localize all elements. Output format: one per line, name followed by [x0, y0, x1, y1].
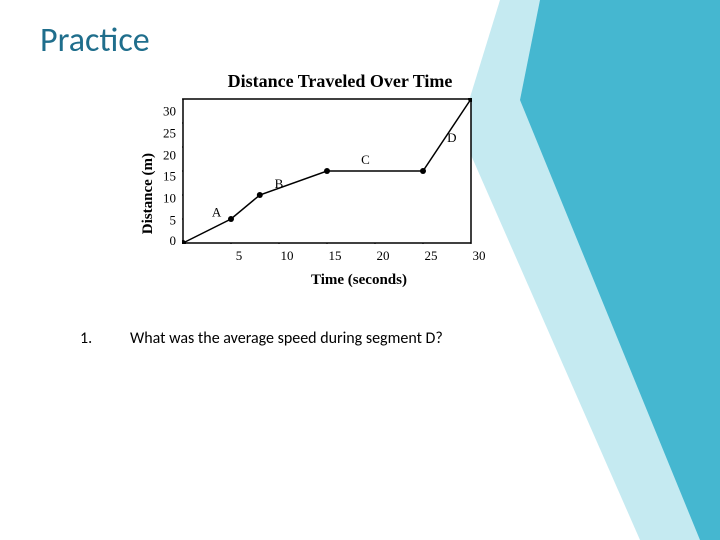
y-ticks: 302520151050 — [163, 98, 176, 242]
segment-label: B — [275, 176, 284, 191]
x-tick-label: 20 — [359, 248, 407, 264]
x-tick-label: 30 — [455, 248, 503, 264]
question-row: 1. What was the average speed during seg… — [80, 329, 680, 348]
chart-title: Distance Traveled Over Time — [140, 71, 540, 92]
question-text: What was the average speed during segmen… — [130, 329, 443, 348]
x-tick-label: 15 — [311, 248, 359, 264]
segment-label: D — [447, 130, 456, 145]
y-tick-label: 10 — [163, 192, 176, 205]
question-number: 1. — [80, 329, 100, 348]
x-tick-label: 10 — [263, 248, 311, 264]
y-tick-label: 15 — [163, 170, 176, 183]
x-tick-label: 25 — [407, 248, 455, 264]
x-ticks: 51015202530 — [191, 248, 527, 264]
x-axis-label: Time (seconds) — [191, 272, 527, 289]
y-tick-label: 5 — [163, 214, 176, 227]
y-tick-label: 30 — [163, 105, 176, 118]
y-tick-label: 20 — [163, 148, 176, 161]
slide-content: Practice Distance Traveled Over Time Dis… — [0, 0, 720, 368]
segment-label: A — [212, 205, 222, 220]
page-title: Practice — [40, 20, 680, 61]
y-tick-label: 0 — [163, 234, 176, 247]
chart-plot: A B C D — [182, 98, 472, 244]
segment-label: C — [361, 152, 370, 167]
y-tick-label: 25 — [163, 126, 176, 139]
x-tick-label: 5 — [215, 248, 263, 264]
chart-container: Distance Traveled Over Time Distance (m)… — [140, 71, 540, 289]
y-axis-label: Distance (m) — [140, 153, 157, 234]
